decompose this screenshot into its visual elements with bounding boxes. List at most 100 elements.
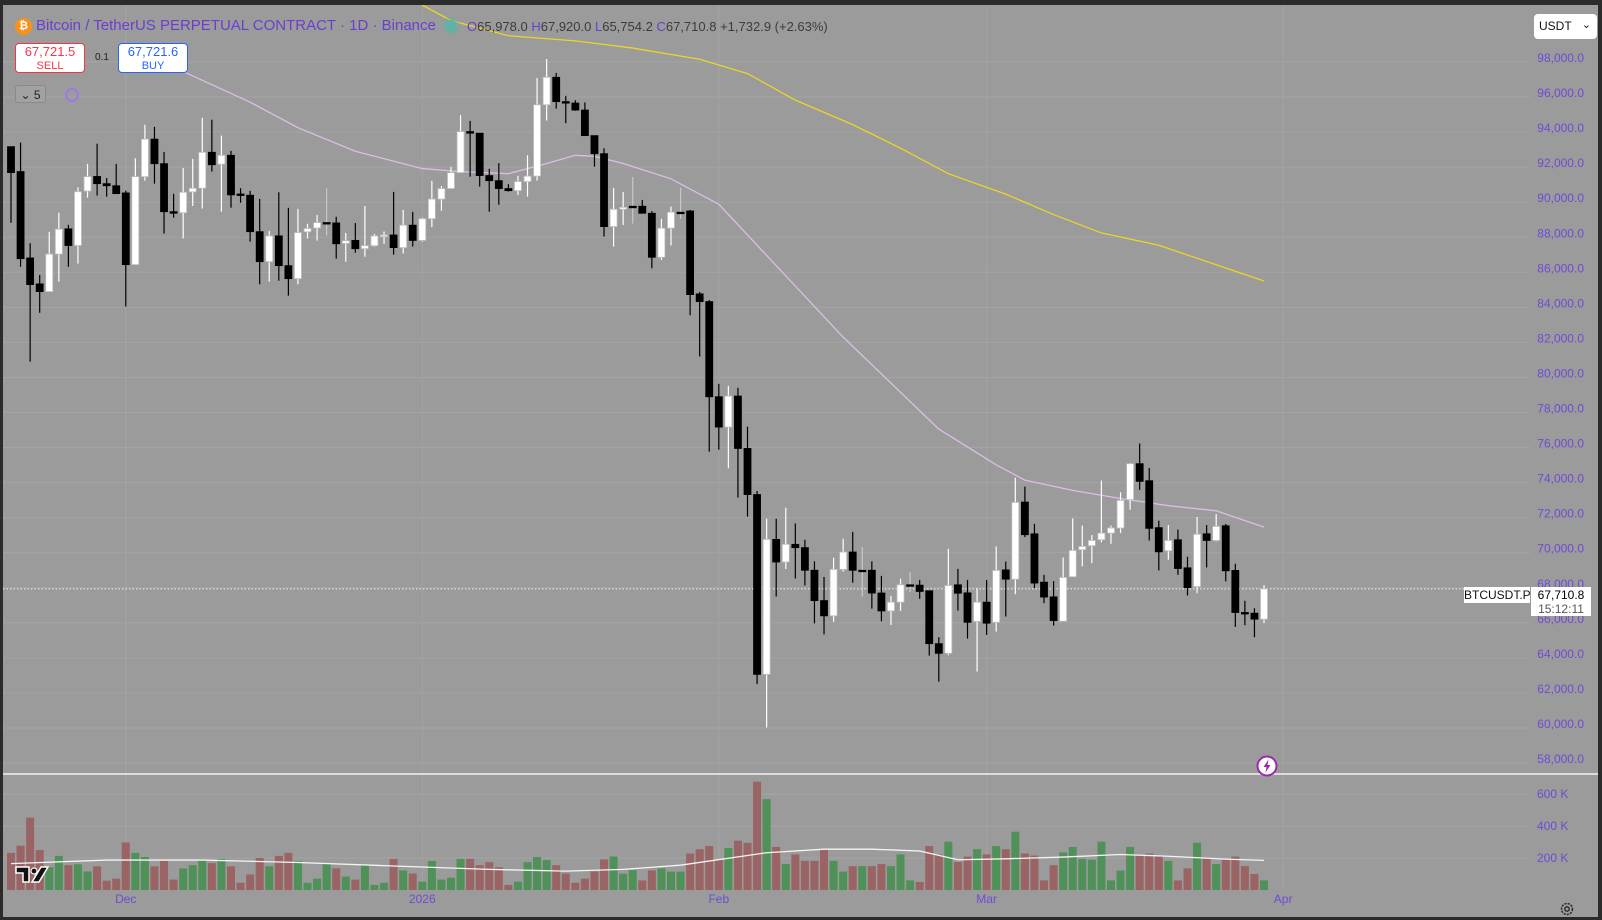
candle[interactable] [408, 211, 417, 247]
candle[interactable] [236, 188, 245, 203]
candle[interactable] [64, 224, 73, 267]
candle[interactable] [1020, 486, 1029, 538]
candle[interactable] [7, 146, 15, 223]
candle[interactable] [150, 126, 159, 184]
candle[interactable] [743, 426, 752, 517]
indicators-toggle-button[interactable]: ⌄ 5 [15, 85, 46, 103]
candle[interactable] [1087, 535, 1096, 564]
candle[interactable] [274, 192, 283, 281]
candle[interactable] [179, 167, 188, 239]
candle[interactable] [102, 178, 111, 197]
candle[interactable] [772, 518, 781, 597]
candlestick-chart[interactable]: 98,000.0 96,000.0 94,000.0 92,000.0 90,000.0… [3, 5, 1598, 917]
tradingview-logo[interactable] [15, 866, 49, 883]
candle[interactable] [867, 561, 876, 609]
candle[interactable] [485, 168, 494, 212]
candle[interactable] [734, 387, 742, 498]
candle[interactable] [1001, 561, 1010, 617]
candle[interactable] [341, 232, 350, 262]
candle[interactable] [284, 207, 293, 296]
candle[interactable] [781, 507, 790, 570]
candle[interactable] [45, 231, 54, 293]
candle[interactable] [265, 230, 274, 282]
candle[interactable] [753, 491, 761, 685]
candle[interactable] [638, 199, 647, 214]
candle[interactable] [370, 233, 379, 247]
candle[interactable] [552, 72, 561, 109]
candle[interactable] [1193, 516, 1201, 594]
price-axis[interactable]: 98,000.0 96,000.0 94,000.0 92,000.0 90,000.0… [1537, 51, 1584, 766]
candle[interactable] [944, 548, 953, 656]
candle[interactable] [1097, 480, 1106, 543]
candle[interactable] [954, 568, 962, 611]
candle[interactable] [581, 102, 589, 137]
buy-button[interactable]: 67,721.6 BUY [118, 43, 188, 73]
candle[interactable] [160, 151, 168, 234]
gear-icon[interactable] [1559, 901, 1575, 917]
candle[interactable] [1260, 585, 1268, 624]
candle[interactable] [514, 175, 522, 195]
candle[interactable] [1059, 557, 1068, 622]
candle[interactable] [54, 212, 63, 282]
candle[interactable] [1030, 523, 1039, 589]
candle[interactable] [963, 579, 972, 639]
candle[interactable] [724, 385, 733, 469]
candle[interactable] [361, 205, 369, 257]
candle[interactable] [877, 575, 886, 622]
candle[interactable] [1231, 563, 1240, 627]
candle[interactable] [188, 158, 197, 206]
candle[interactable] [561, 95, 570, 124]
symbol-title[interactable]: Bitcoin / TetherUS PERPETUAL CONTRACT · … [36, 17, 436, 34]
candle[interactable] [1135, 443, 1144, 490]
candle[interactable] [255, 198, 264, 285]
candle[interactable] [934, 637, 943, 682]
candle[interactable] [1250, 608, 1259, 638]
candle[interactable] [1164, 525, 1173, 560]
candle[interactable] [982, 579, 991, 635]
candle[interactable] [628, 176, 637, 224]
candle[interactable] [915, 579, 924, 599]
candle[interactable] [590, 135, 599, 167]
candle[interactable] [1116, 492, 1125, 534]
candle[interactable] [35, 274, 44, 313]
candle[interactable] [800, 539, 809, 586]
candle[interactable] [121, 190, 130, 307]
candle[interactable] [1212, 514, 1221, 542]
candle[interactable] [523, 155, 532, 197]
candle[interactable] [925, 590, 934, 656]
candle[interactable] [695, 291, 704, 357]
candle[interactable] [1183, 556, 1192, 596]
candle[interactable] [466, 120, 475, 177]
candle[interactable] [676, 187, 685, 219]
candle[interactable] [1068, 518, 1077, 578]
candle[interactable] [141, 124, 149, 181]
candle[interactable] [504, 184, 513, 192]
candle[interactable] [418, 217, 427, 242]
candle[interactable] [26, 243, 35, 362]
candle[interactable] [906, 571, 915, 593]
candle[interactable] [1145, 467, 1154, 541]
candle[interactable] [600, 148, 608, 237]
candle[interactable] [762, 518, 771, 728]
candle[interactable] [246, 190, 255, 242]
candle[interactable] [657, 218, 666, 260]
order-quantity[interactable]: 0.1 [95, 52, 109, 63]
candle[interactable] [198, 117, 207, 209]
candle[interactable] [332, 216, 341, 259]
candle[interactable] [1240, 600, 1249, 626]
candle[interactable] [887, 596, 895, 626]
lightning-icon[interactable] [1256, 755, 1278, 777]
candle[interactable] [714, 383, 723, 450]
candle[interactable] [571, 100, 580, 111]
candle[interactable] [647, 211, 656, 269]
candle[interactable] [705, 300, 714, 452]
candle[interactable] [294, 208, 302, 285]
candle[interactable] [896, 578, 905, 611]
candle[interactable] [83, 163, 92, 198]
candle[interactable] [667, 206, 675, 246]
candle[interactable] [829, 557, 838, 622]
candle[interactable] [399, 209, 408, 254]
candle[interactable] [169, 193, 178, 218]
candle[interactable] [351, 223, 360, 253]
candle[interactable] [131, 158, 140, 266]
